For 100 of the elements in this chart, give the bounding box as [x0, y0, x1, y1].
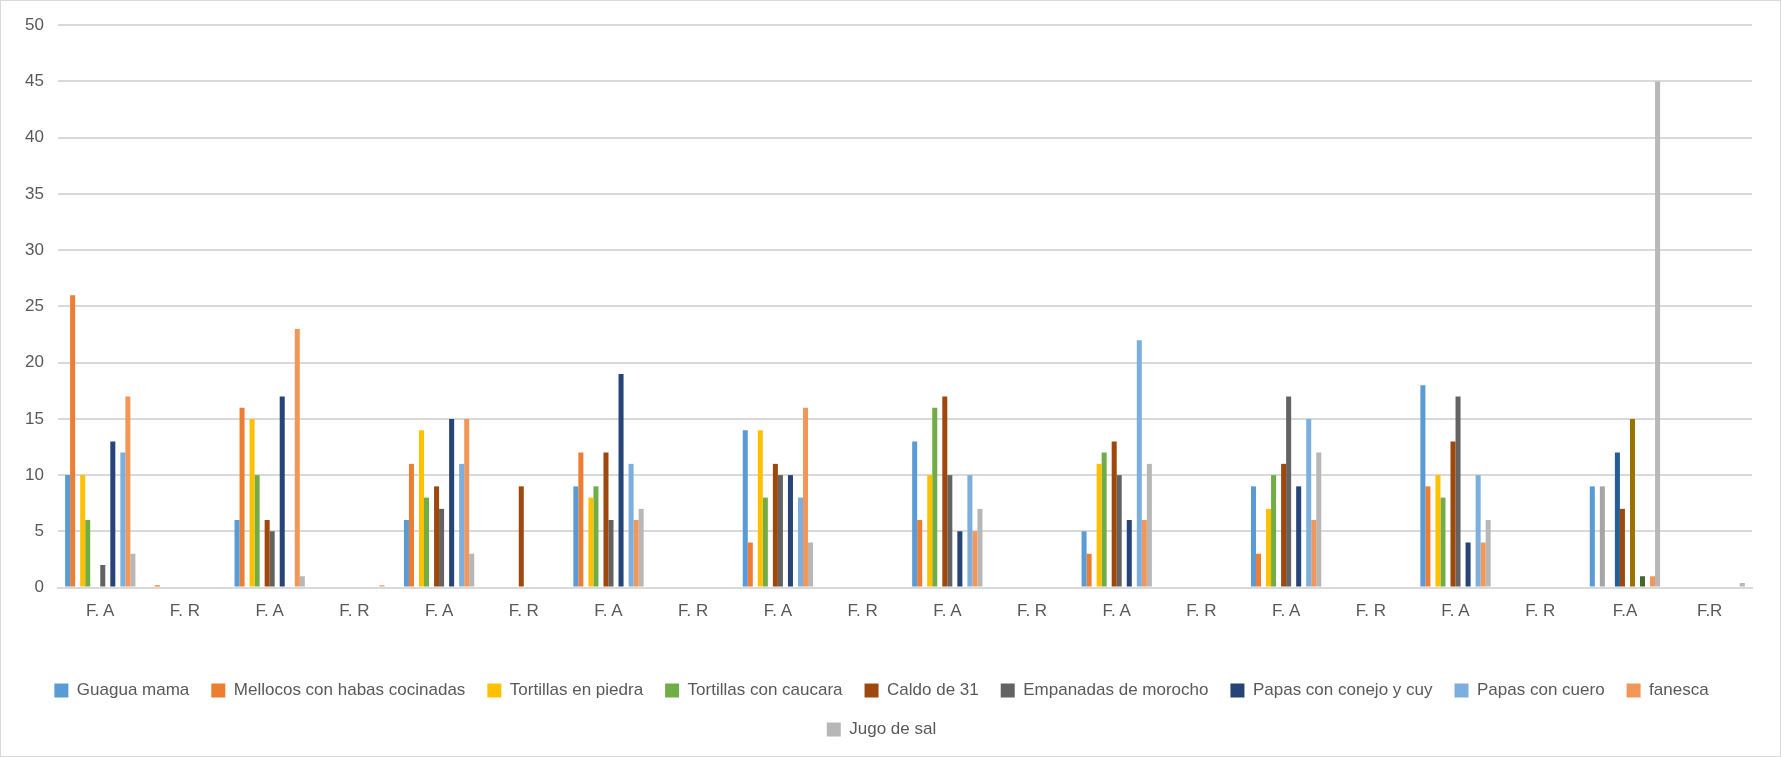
bar — [518, 486, 524, 587]
legend-label: Tortillas en piedra — [509, 680, 644, 700]
bar — [1435, 475, 1441, 587]
legend-label: Guagua mama — [76, 680, 190, 700]
bar — [1286, 396, 1292, 587]
x-tick-label: F. A — [1441, 601, 1471, 621]
bar — [1485, 520, 1491, 587]
bar — [1250, 486, 1256, 587]
x-tick-label: F. R — [169, 601, 201, 621]
bar — [100, 565, 106, 587]
y-tick-label: 30 — [24, 239, 44, 259]
bar — [1465, 542, 1471, 587]
bar — [1440, 497, 1446, 587]
bar — [1614, 452, 1620, 587]
bar — [1455, 396, 1461, 587]
bar — [803, 407, 809, 587]
bar — [1450, 441, 1456, 587]
bar — [942, 396, 948, 587]
x-tick-label: F. R — [1016, 601, 1048, 621]
bar — [972, 531, 978, 587]
bar — [1146, 463, 1152, 587]
bar — [1599, 486, 1605, 587]
bar — [1101, 452, 1107, 587]
bar — [1589, 486, 1595, 587]
bar — [439, 508, 445, 587]
y-tick-label: 25 — [24, 296, 44, 316]
bar — [1425, 486, 1431, 587]
bar — [1111, 441, 1117, 587]
legend-label: Mellocos con habas cocinadas — [233, 680, 466, 700]
x-tick-label: F. R — [1525, 601, 1556, 621]
x-tick-label: F. A — [933, 601, 963, 621]
bar — [85, 520, 91, 587]
x-tick-label: F. R — [1355, 601, 1386, 621]
bar — [912, 441, 918, 587]
x-tick-label: F. A — [763, 601, 793, 621]
x-tick-label: F. A — [86, 601, 116, 621]
bar — [234, 520, 240, 587]
bar — [1296, 486, 1302, 587]
bar — [1126, 520, 1132, 587]
bar — [130, 553, 136, 587]
bar — [120, 452, 126, 587]
legend-label: Papas con conejo y cuy — [1252, 680, 1433, 700]
bar — [449, 418, 455, 587]
bar — [1116, 475, 1122, 587]
bar — [1650, 576, 1656, 587]
bar — [239, 407, 245, 587]
bar — [1629, 418, 1635, 587]
bar — [1739, 583, 1745, 587]
bar — [1311, 520, 1317, 587]
bar — [593, 486, 599, 587]
bar — [957, 531, 963, 587]
x-tick-label: F. A — [255, 601, 285, 621]
y-tick-label: 15 — [24, 408, 44, 428]
bar — [1475, 475, 1481, 587]
bar — [638, 508, 644, 587]
bar — [1086, 553, 1092, 587]
bar — [249, 418, 255, 587]
y-tick-label: 20 — [24, 352, 44, 372]
bar — [757, 430, 763, 587]
bar — [927, 475, 933, 587]
bar — [299, 576, 305, 587]
bar — [1136, 340, 1142, 587]
bar — [80, 475, 86, 587]
x-tick-label: F.A — [1612, 601, 1638, 621]
x-tick-label: F. A — [594, 601, 624, 621]
x-tick-label: F. R — [678, 601, 709, 621]
bar — [1266, 508, 1272, 587]
bar — [618, 373, 624, 587]
bar — [603, 452, 609, 587]
x-tick-label: F. R — [1186, 601, 1217, 621]
bar — [772, 463, 778, 587]
bar — [747, 542, 753, 587]
bar — [977, 508, 983, 587]
legend-label: Papas con cuero — [1477, 680, 1605, 700]
bar — [808, 542, 814, 587]
x-tick-label: F. R — [847, 601, 878, 621]
bar — [777, 475, 783, 587]
bar — [762, 497, 768, 587]
bar — [1281, 463, 1287, 587]
bar — [742, 430, 748, 587]
y-tick-label: 0 — [34, 577, 44, 597]
bar — [469, 553, 475, 587]
bar — [110, 441, 116, 587]
bar — [424, 497, 430, 587]
bar — [1420, 385, 1426, 587]
legend-label: Tortillas con caucara — [687, 680, 844, 700]
bar — [264, 520, 270, 587]
bar — [1081, 531, 1087, 587]
bar — [1655, 81, 1661, 587]
bar — [418, 430, 425, 587]
x-tick-label: F. R — [508, 601, 539, 621]
bar — [947, 475, 953, 587]
bar — [70, 295, 76, 587]
legend-label: Empanadas de morocho — [1023, 680, 1209, 700]
bar — [1255, 553, 1262, 587]
bar — [1271, 475, 1277, 587]
x-tick-label: F. A — [1102, 601, 1132, 621]
x-tick-label: F. R — [339, 601, 370, 621]
bar — [403, 520, 409, 587]
bar — [459, 463, 465, 587]
